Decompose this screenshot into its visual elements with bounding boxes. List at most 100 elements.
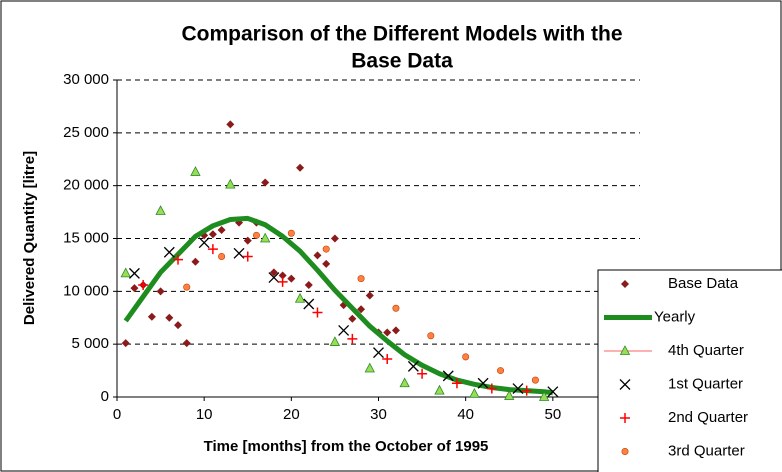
point [312,307,323,318]
point [269,268,278,277]
point [486,383,497,394]
point [399,377,410,388]
point [477,377,489,389]
point [260,232,271,243]
point [322,259,331,268]
point [382,353,393,364]
point [391,326,400,335]
y-tick-label: 25 000 [63,124,109,141]
x-tick-label: 50 [544,406,561,423]
y-axis-label: Delivered Quantity [litre] [21,151,38,325]
point [218,252,226,260]
y-tick-label: 10 000 [63,282,109,299]
point [303,298,315,310]
point [182,339,191,348]
point [357,305,366,314]
point [242,251,253,262]
legend-label: 3rd Quarter [668,442,745,459]
point [243,236,252,245]
point [329,336,341,346]
point [155,205,166,215]
point [383,328,392,337]
point [538,391,550,401]
legend-swatch [621,447,629,455]
point [190,166,201,176]
point [268,272,280,284]
point [407,360,419,372]
y-tick-label: 20 000 [63,177,109,194]
point [174,321,183,330]
point [547,386,559,398]
point [531,376,539,384]
legend-label: 4th Quarter [668,342,744,359]
point [296,163,305,172]
point [165,313,174,322]
legend-swatch [619,379,631,390]
point [183,283,191,291]
point [121,339,130,348]
point [521,385,532,396]
point [373,347,384,359]
y-tick-label: 5 000 [71,335,109,352]
point [451,378,462,389]
x-tick-label: 20 [283,406,300,423]
point [287,274,296,283]
point [163,246,175,258]
point [287,229,295,237]
point [504,390,515,400]
point [217,226,226,235]
y-tick-label: 0 [101,388,109,405]
x-tick-label: 40 [457,406,474,423]
legend-label: Base Data [668,275,739,292]
point [208,230,217,239]
point [278,271,287,280]
point [313,251,322,260]
point [225,178,236,189]
point [364,362,375,373]
point [497,367,505,375]
point [207,244,218,255]
legend-swatch [621,280,629,288]
x-tick-label: 0 [113,406,121,423]
x-tick-label: 30 [370,406,387,423]
x-tick-label: 10 [196,406,213,423]
point [294,292,306,303]
point [348,314,357,323]
point [338,324,350,336]
point [173,254,184,265]
point [462,353,470,361]
point [198,237,210,249]
point [434,384,445,395]
point [128,267,140,279]
point [147,312,156,321]
point [469,387,480,398]
y-tick-label: 30 000 [63,71,109,88]
x-axis-label: Time [months] from the October of 1995 [204,438,489,455]
point [138,279,149,290]
point [252,231,260,239]
point [365,291,374,300]
point [191,257,200,266]
point [304,280,313,289]
point [442,370,454,382]
point [156,287,165,296]
point [261,178,270,187]
point [357,275,365,283]
legend-swatch [620,413,630,423]
chart-title: Base Data [351,50,453,73]
legend-label: 1st Quarter [668,375,743,392]
chart-title: Comparison of the Different Models with … [181,23,622,46]
point [392,304,400,312]
point [330,234,339,243]
point [130,284,139,293]
point [226,120,235,129]
point [277,276,288,287]
point [347,333,358,344]
legend-box [597,269,782,472]
point [512,383,524,395]
legend-label: Yearly [654,308,696,325]
line [123,215,554,396]
y-tick-label: 15 000 [63,229,109,246]
point [233,247,245,259]
